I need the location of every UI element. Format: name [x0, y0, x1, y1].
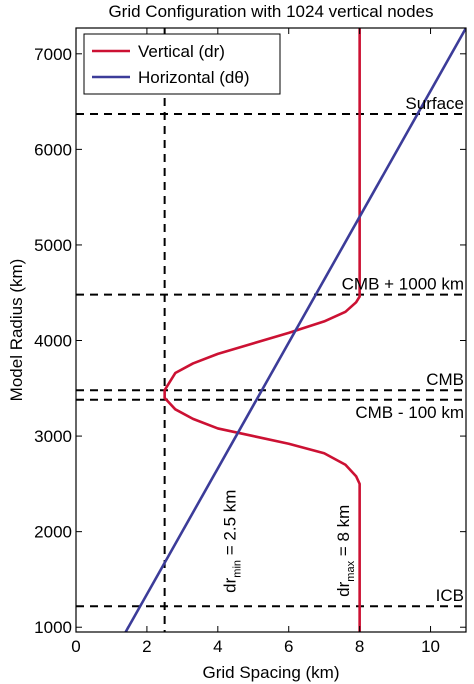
chart-title: Grid Configuration with 1024 vertical no… [108, 2, 433, 21]
x-tick-label-4: 8 [355, 637, 364, 656]
ref-label-0: Surface [405, 94, 464, 113]
legend-box [83, 33, 281, 95]
ref-label-1: CMB + 1000 km [342, 275, 464, 294]
y-axis-ticks: 1000 2000 3000 4000 5000 6000 7000 [34, 45, 466, 637]
series-line-0 [163, 28, 361, 632]
y-tick-label-1: 2000 [34, 523, 72, 542]
series-line-1 [124, 28, 466, 632]
plot-frame [75, 27, 467, 633]
legend-label-0: Vertical (dr) [138, 42, 225, 61]
x-tick-label-5: 10 [421, 637, 440, 656]
x-axis-ticks: 0 2 4 6 8 10 [71, 28, 440, 656]
legend-label-1: Horizontal (dθ) [138, 68, 250, 87]
y-tick-label-4: 5000 [34, 236, 72, 255]
x-tick-label-1: 2 [142, 637, 151, 656]
x-axis-label: Grid Spacing (km) [203, 663, 340, 682]
y-tick-label-0: 1000 [34, 618, 72, 637]
y-tick-label-5: 6000 [34, 140, 72, 159]
ref-label-3: CMB - 100 km [355, 403, 464, 422]
y-tick-label-2: 3000 [34, 427, 72, 446]
y-tick-label-3: 4000 [34, 332, 72, 351]
reference-lines [76, 28, 466, 632]
x-tick-label-0: 0 [71, 637, 80, 656]
annotation-1: drmax = 8 km [334, 505, 357, 597]
x-tick-label-2: 4 [213, 637, 222, 656]
x-tick-label-3: 6 [284, 637, 293, 656]
annotations: Surface CMB + 1000 km CMB CMB - 100 km ICB dr… [221, 94, 464, 605]
ref-label-2: CMB [426, 370, 464, 389]
annotation-0: drmin = 2.5 km [221, 490, 244, 593]
legend: Vertical (dr) Horizontal (dθ) [83, 33, 281, 95]
ref-label-4: ICB [436, 586, 464, 605]
y-axis-label: Model Radius (km) [7, 259, 26, 402]
series-layer [124, 28, 466, 632]
y-tick-label-6: 7000 [34, 45, 72, 64]
